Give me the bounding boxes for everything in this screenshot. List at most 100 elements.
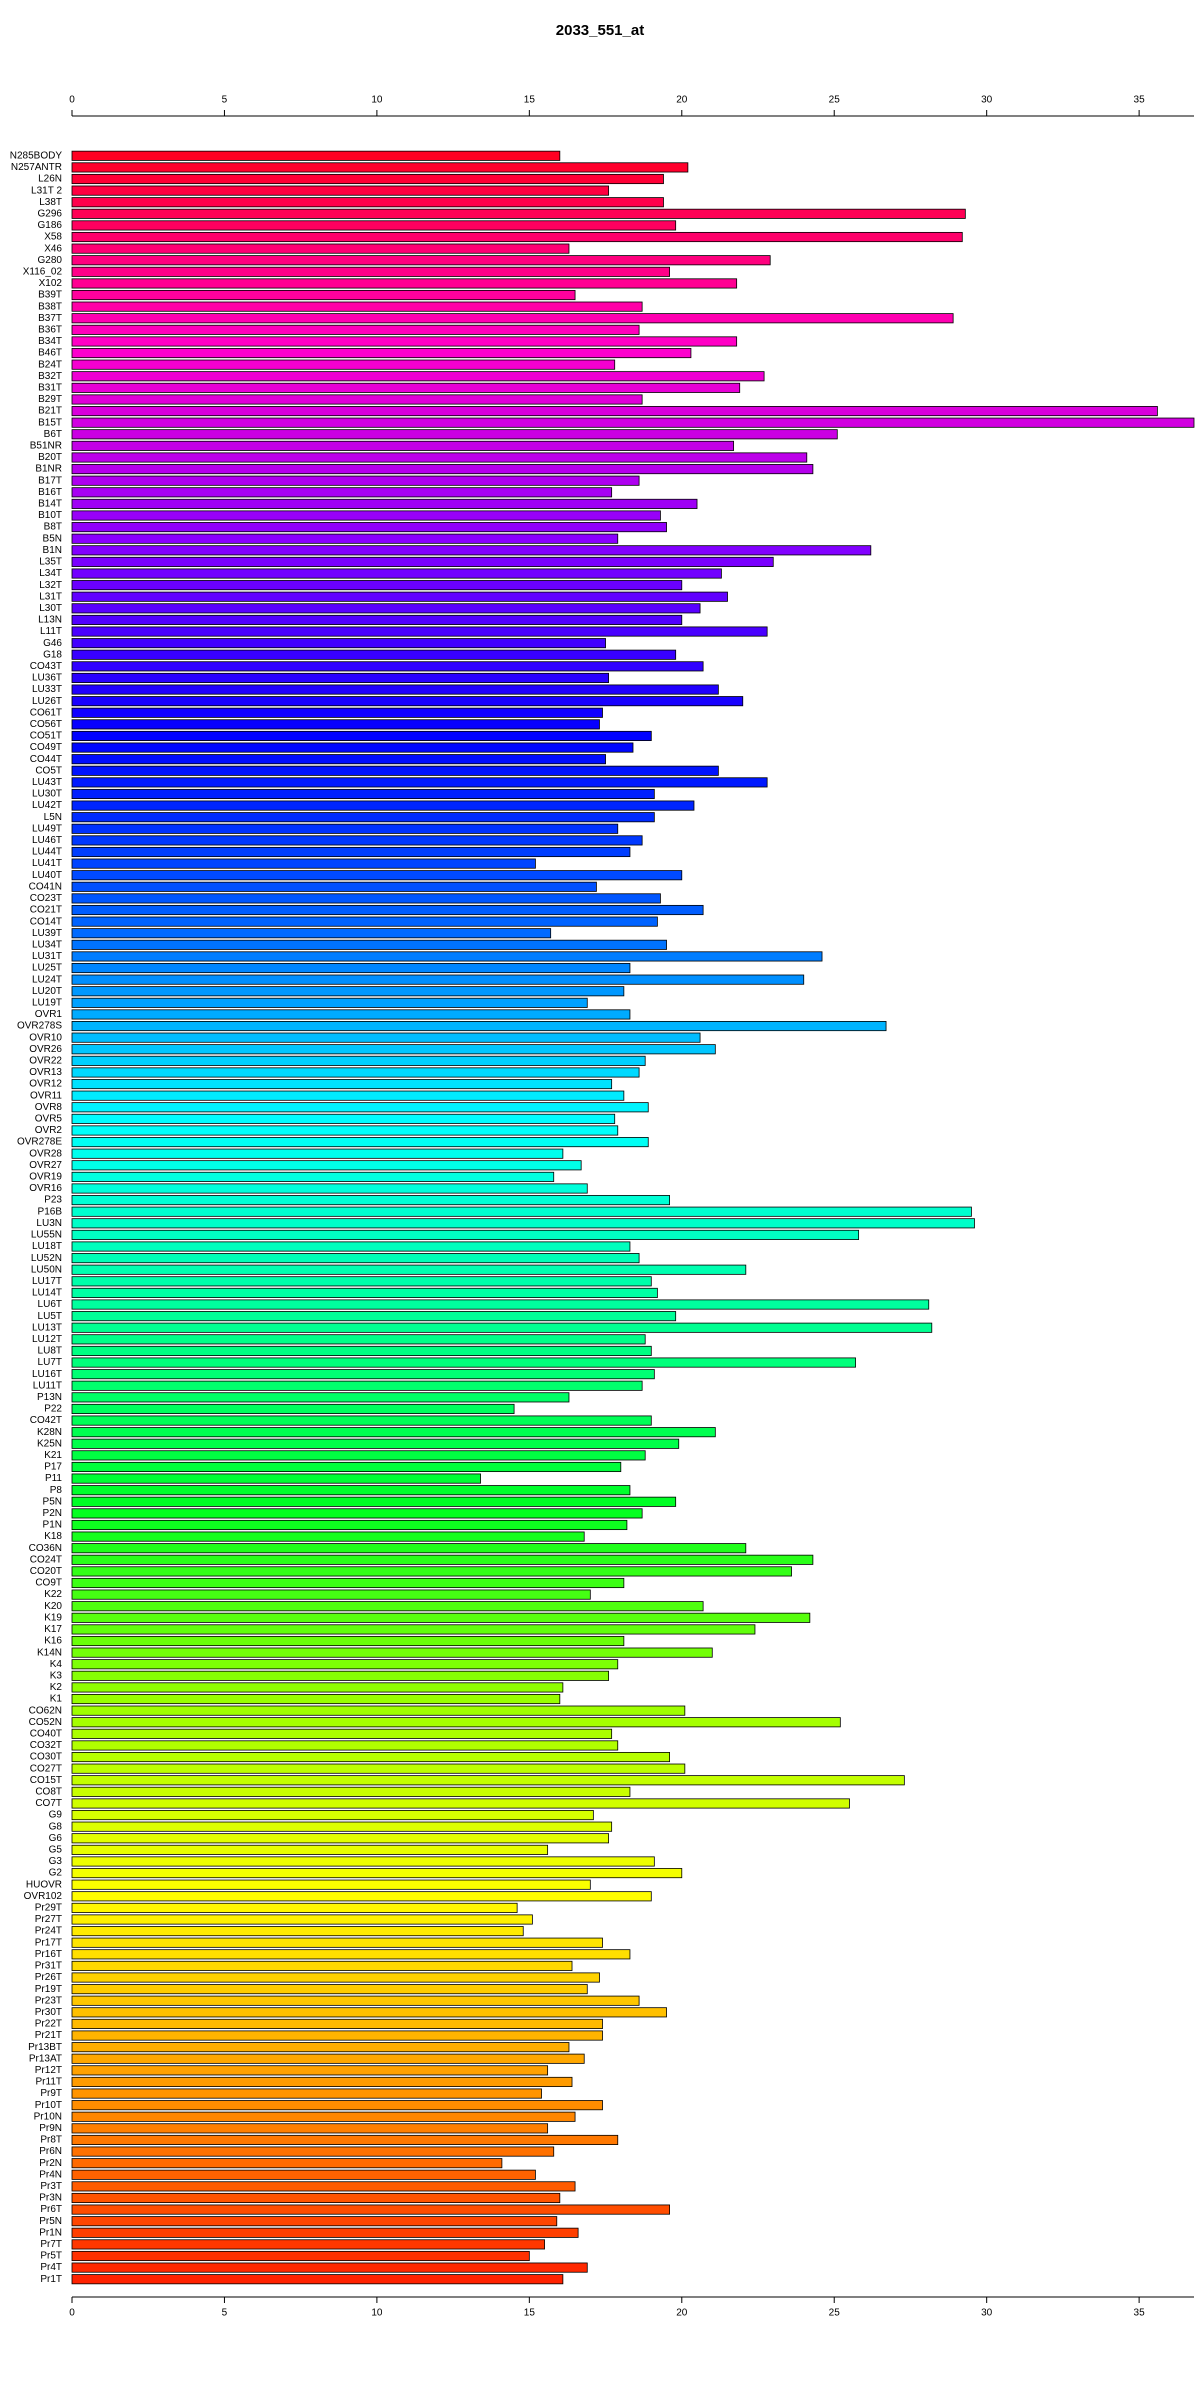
- y-tick-label: L13N: [38, 615, 62, 626]
- bar: [71, 2250, 530, 2262]
- x-tick-label: 20: [676, 95, 688, 106]
- y-tick-label: N285BODY: [10, 150, 63, 161]
- y-tick-label: Pr12T: [35, 2065, 62, 2076]
- bar: [71, 1577, 625, 1589]
- bar: [71, 324, 640, 335]
- bar: [71, 1902, 518, 1913]
- y-tick-label: CO44T: [30, 754, 62, 765]
- x-tick-label: 15: [524, 2308, 536, 2319]
- bar: [71, 1276, 652, 1287]
- y-tick-label: LU5T: [38, 1311, 62, 1322]
- y-tick-label: LU6T: [38, 1299, 62, 1310]
- bar: [71, 1856, 655, 1867]
- y-tick-label: Pr13BT: [28, 2042, 62, 2053]
- y-tick-label: Pr8T: [40, 2135, 62, 2146]
- y-tick-label: L30T: [39, 603, 62, 614]
- bar: [71, 2134, 619, 2146]
- bar: [71, 1229, 860, 1240]
- bar: [71, 545, 872, 556]
- bar: [71, 1705, 686, 1716]
- y-tick-label: LU24T: [32, 974, 62, 985]
- bar: [71, 1937, 603, 1948]
- y-tick-label: Pr3T: [40, 2181, 62, 2192]
- y-tick-label: B21T: [38, 406, 62, 417]
- y-tick-label: B36T: [38, 324, 62, 335]
- bar: [71, 266, 670, 277]
- y-tick-label: B1NR: [35, 464, 62, 475]
- bar: [71, 1891, 652, 1902]
- bar: [71, 568, 722, 579]
- bar: [71, 487, 613, 498]
- bar: [71, 916, 658, 927]
- bar: [71, 1113, 616, 1124]
- bar: [71, 870, 683, 881]
- bar: [71, 1299, 930, 1310]
- bar: [71, 939, 667, 950]
- bar: [71, 2065, 549, 2076]
- bar: [71, 1357, 856, 1368]
- bar: [71, 1670, 610, 1681]
- x-tick-label: 5: [222, 2308, 228, 2319]
- bar: [71, 2216, 558, 2227]
- y-tick-label: B14T: [38, 499, 62, 510]
- bar: [71, 1369, 655, 1380]
- bar: [71, 661, 704, 672]
- y-tick-label: LU14T: [32, 1288, 62, 1299]
- y-tick-label: G2: [49, 1868, 63, 1879]
- x-tick-label: 0: [69, 95, 75, 106]
- bar: [71, 626, 768, 637]
- bar: [71, 1241, 631, 1252]
- y-tick-label: LU20T: [32, 986, 62, 997]
- bar: [71, 1311, 677, 1322]
- bar: [71, 185, 610, 196]
- bar: [71, 1427, 716, 1438]
- bar: [71, 1334, 646, 1345]
- bar: [71, 1137, 649, 1148]
- x-tick-label: 25: [829, 95, 841, 106]
- y-tick-label: CO40T: [30, 1728, 62, 1739]
- y-tick-label: CO56T: [30, 719, 62, 730]
- y-tick-label: B29T: [38, 394, 62, 405]
- bar: [71, 580, 683, 591]
- y-tick-label: L38T: [39, 197, 62, 208]
- bar: [71, 510, 661, 521]
- y-tick-label: CO36N: [29, 1543, 62, 1554]
- bar: [71, 1345, 652, 1356]
- bar: [71, 638, 606, 649]
- bar: [71, 2181, 576, 2192]
- y-tick-label: K3: [50, 1670, 63, 1681]
- y-tick-label: L32T: [39, 580, 62, 591]
- y-tick-label: P5N: [43, 1496, 62, 1507]
- y-tick-label: Pr5T: [40, 2251, 62, 2262]
- y-tick-label: OVR2: [35, 1125, 63, 1136]
- y-tick-label: B16T: [38, 487, 62, 498]
- y-tick-label: Pr9T: [40, 2088, 62, 2099]
- bar: [71, 2100, 603, 2111]
- y-tick-label: CO21T: [30, 905, 62, 916]
- bar: [71, 2262, 588, 2273]
- y-tick-label: Pr9N: [39, 2123, 62, 2134]
- bar: [71, 150, 561, 161]
- y-tick-label: OVR13: [29, 1067, 62, 1078]
- bar: [71, 1287, 658, 1298]
- y-tick-label: LU42T: [32, 800, 62, 811]
- y-tick-label: LU30T: [32, 789, 62, 800]
- bar: [71, 1531, 585, 1542]
- y-tick-label: LU13T: [32, 1322, 62, 1333]
- y-tick-label: CO43T: [30, 661, 62, 672]
- bar: [71, 986, 625, 997]
- y-tick-label: CO15T: [30, 1775, 62, 1786]
- y-tick-label: LU26T: [32, 696, 62, 707]
- bar: [71, 1763, 686, 1774]
- x-tick-label: 5: [222, 95, 228, 106]
- bar: [71, 1021, 887, 1032]
- y-tick-label: CO8T: [35, 1787, 62, 1798]
- bar: [71, 475, 640, 486]
- y-tick-label: P22: [44, 1404, 62, 1415]
- bar: [71, 1949, 631, 1960]
- bar: [71, 1589, 591, 1600]
- y-tick-label: B6T: [44, 429, 62, 440]
- bar: [71, 2146, 555, 2157]
- bar: [71, 1508, 643, 1519]
- y-tick-label: CO7T: [35, 1798, 62, 1809]
